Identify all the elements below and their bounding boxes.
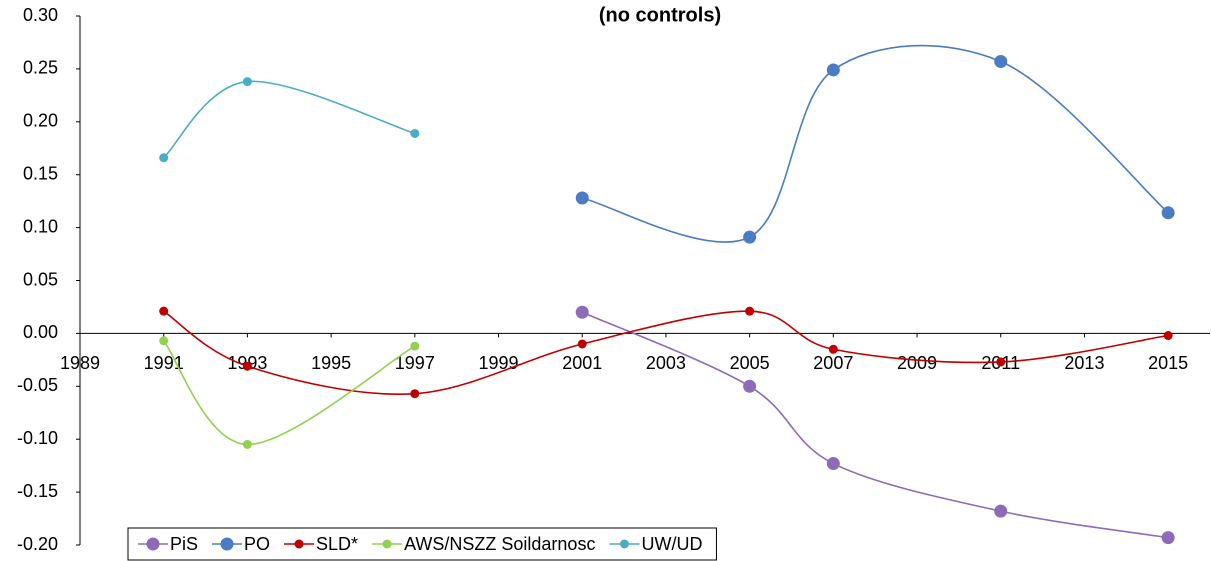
x-tick-label: 2003: [646, 353, 686, 373]
y-tick-label: 0.00: [23, 322, 58, 342]
y-tick-label: 0.10: [23, 216, 58, 236]
data-point: [575, 191, 589, 205]
legend-marker: [294, 539, 304, 549]
data-point: [994, 54, 1008, 68]
x-tick-label: 2007: [813, 353, 853, 373]
data-point: [159, 153, 169, 163]
x-tick-label: 2001: [562, 353, 602, 373]
legend-label: UW/UD: [641, 534, 702, 554]
data-point: [159, 336, 169, 346]
data-point: [1161, 531, 1175, 545]
x-tick-label: 1991: [144, 353, 184, 373]
legend: PiS PO SLD* AWS/NSZZ Soildarnosc UW/UD: [127, 527, 717, 561]
data-point: [743, 379, 757, 393]
data-point: [577, 339, 587, 349]
legend-label: PO: [244, 534, 270, 554]
x-tick-label: 1997: [395, 353, 435, 373]
y-tick-label: -0.20: [17, 534, 58, 554]
data-point: [242, 77, 252, 87]
data-point: [159, 306, 169, 316]
series-line: [582, 44, 1169, 243]
y-tick-label: 0.20: [23, 111, 58, 131]
y-tick-label: -0.05: [17, 375, 58, 395]
legend-marker: [382, 539, 392, 549]
data-point: [242, 439, 252, 449]
series-line: [163, 80, 416, 159]
x-tick-label: 2005: [730, 353, 770, 373]
data-point: [826, 457, 840, 471]
legend-label: PiS: [170, 534, 198, 554]
x-tick-label: 1989: [60, 353, 100, 373]
x-tick-label: 2009: [897, 353, 937, 373]
y-tick-label: 0.30: [23, 5, 58, 25]
x-tick-label: 2013: [1064, 353, 1104, 373]
data-point: [575, 305, 589, 319]
series-line: [581, 311, 1169, 539]
y-tick-label: 0.25: [23, 58, 58, 78]
chart-title: (no controls): [599, 4, 721, 26]
data-point: [410, 341, 420, 351]
legend-label: SLD*: [316, 534, 358, 554]
legend-marker: [619, 539, 629, 549]
x-tick-label: 2015: [1148, 353, 1188, 373]
legend-label: AWS/NSZZ Soildarnosc: [404, 534, 595, 554]
y-tick-label: 0.15: [23, 163, 58, 183]
data-point: [743, 230, 757, 244]
legend-marker: [146, 537, 160, 551]
data-point: [1161, 206, 1175, 220]
y-tick-label: 0.05: [23, 269, 58, 289]
data-point: [996, 357, 1006, 367]
y-tick-label: -0.10: [17, 428, 58, 448]
y-tick-label: -0.15: [17, 481, 58, 501]
data-point: [242, 361, 252, 371]
data-point: [826, 63, 840, 77]
data-point: [1163, 331, 1173, 341]
data-point: [828, 344, 838, 354]
x-tick-label: 1995: [311, 353, 351, 373]
data-point: [994, 504, 1008, 518]
legend-marker: [220, 537, 234, 551]
data-point: [410, 128, 420, 138]
series-line: [163, 310, 1169, 395]
x-tick-label: 1999: [478, 353, 518, 373]
data-point: [745, 306, 755, 316]
data-point: [410, 389, 420, 399]
